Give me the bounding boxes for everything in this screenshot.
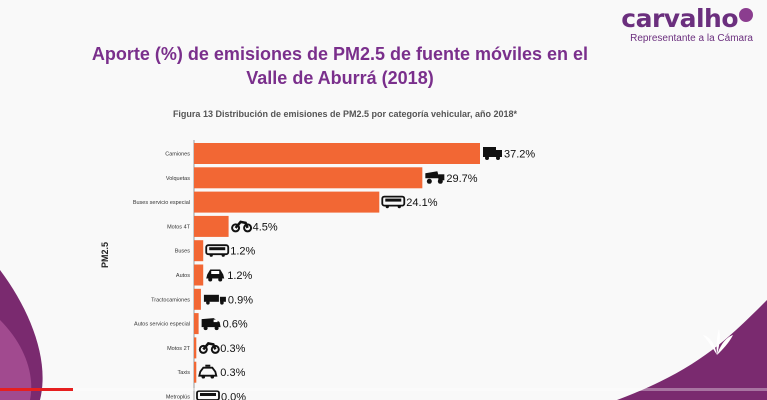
bar-5 bbox=[194, 240, 204, 262]
brand-dot-icon bbox=[739, 8, 753, 22]
bar-4 bbox=[194, 215, 229, 237]
motorcycle-icon bbox=[231, 220, 253, 233]
bar-6 bbox=[194, 264, 204, 286]
value-label: 24.1% bbox=[406, 197, 437, 209]
truck-icon bbox=[483, 147, 502, 160]
bus-icon bbox=[196, 390, 220, 400]
category-label: Metroplús bbox=[166, 395, 190, 400]
category-label: Camiones bbox=[165, 152, 190, 158]
slide-title: Aporte (%) de emisiones de PM2.5 de fuen… bbox=[80, 42, 600, 90]
video-progress-bar[interactable] bbox=[0, 388, 767, 391]
bar-10 bbox=[194, 361, 197, 383]
leaf-logo-icon bbox=[703, 329, 733, 355]
brand-name: carvalho bbox=[621, 4, 738, 33]
bar-1 bbox=[194, 143, 480, 164]
value-label: 0.0% bbox=[221, 392, 246, 400]
category-label: Buses bbox=[175, 249, 191, 255]
value-label: 0.9% bbox=[228, 294, 253, 306]
value-label: 0.6% bbox=[223, 319, 248, 331]
video-progress-fill bbox=[0, 388, 73, 391]
left-leaf-decoration bbox=[0, 270, 43, 400]
category-label: Autos servicio especial bbox=[134, 322, 190, 328]
category-label: Autos bbox=[176, 273, 190, 279]
bus-icon bbox=[381, 195, 406, 209]
category-label: Tractocamiones bbox=[151, 297, 190, 303]
dump-truck-icon bbox=[425, 171, 445, 184]
taxi-icon bbox=[198, 364, 218, 379]
tractor-trailer-icon bbox=[203, 294, 226, 305]
bar-2 bbox=[194, 167, 423, 189]
value-label: 29.7% bbox=[446, 173, 477, 185]
bar-9 bbox=[194, 337, 197, 359]
category-label: Motos 4T bbox=[167, 224, 191, 230]
category-label: Buses servicio especial bbox=[133, 200, 190, 206]
category-label: Motos 2T bbox=[167, 346, 191, 352]
van-icon bbox=[201, 318, 221, 331]
category-label: Volquetas bbox=[166, 176, 190, 182]
value-label: 4.5% bbox=[253, 221, 278, 233]
car-icon bbox=[206, 269, 225, 282]
brand-subtitle: Representante a la Cámara bbox=[630, 33, 753, 44]
bar-3 bbox=[194, 191, 380, 213]
value-label: 0.3% bbox=[220, 367, 245, 379]
value-label: 1.2% bbox=[230, 246, 255, 258]
value-label: 37.2% bbox=[504, 149, 535, 161]
slide-title-line1: Aporte (%) de emisiones de PM2.5 de fuen… bbox=[91, 44, 589, 64]
right-corner-decoration bbox=[617, 300, 767, 400]
chart-title: Figura 13 Distribución de emisiones de P… bbox=[172, 109, 518, 119]
category-label: Taxis bbox=[177, 370, 190, 376]
bus-icon bbox=[205, 244, 230, 257]
value-label: 1.2% bbox=[227, 270, 252, 282]
brand-logo: carvalho Representante a la Cámara bbox=[621, 6, 753, 44]
value-label: 0.3% bbox=[220, 343, 245, 355]
slide-title-line2: Valle de Aburrá (2018) bbox=[246, 68, 434, 88]
bar-8 bbox=[194, 313, 199, 335]
motorcycle-icon bbox=[198, 342, 220, 354]
bar-7 bbox=[194, 288, 201, 310]
